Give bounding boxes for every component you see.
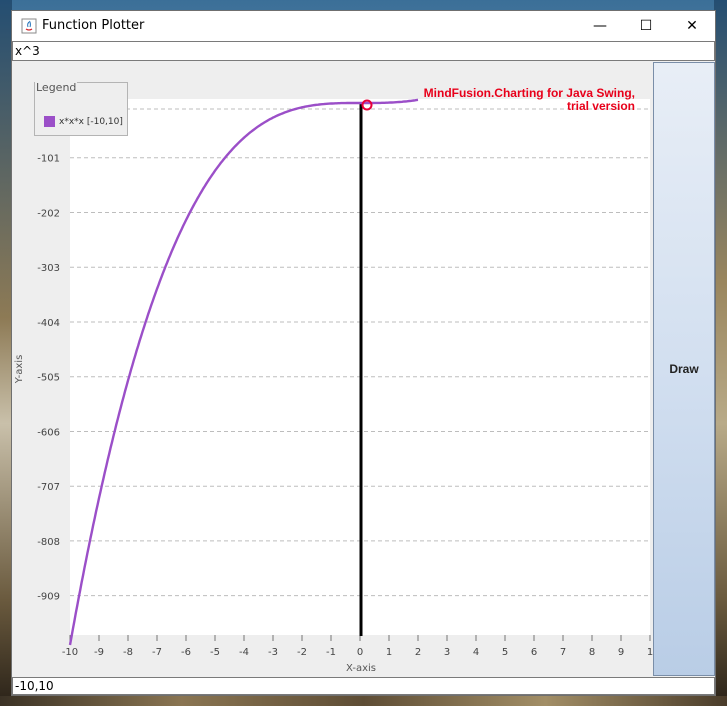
x-tick-label: 8 bbox=[589, 647, 595, 658]
x-tick-label: 1 bbox=[386, 647, 392, 658]
y-tick-label: -303 bbox=[37, 263, 60, 274]
x-tick-label: -7 bbox=[152, 647, 162, 658]
x-tick-label: -8 bbox=[123, 647, 133, 658]
x-tick-label: -1 bbox=[326, 647, 336, 658]
trial-watermark-line1: MindFusion.Charting for Java Swing, bbox=[423, 86, 635, 100]
x-tick-label: 4 bbox=[473, 647, 479, 658]
x-tick-label: 0 bbox=[357, 647, 363, 658]
trial-watermark: MindFusion.Charting for Java Swing, tria… bbox=[335, 87, 635, 113]
x-tick-label: -2 bbox=[297, 647, 307, 658]
x-tick-label: 1 bbox=[647, 647, 653, 658]
function-chart: -101-202-303-404-505-606-707-808-909 -10… bbox=[14, 98, 653, 674]
x-tick-label: -4 bbox=[239, 647, 249, 658]
x-tick-label: 6 bbox=[531, 647, 537, 658]
maximize-button[interactable]: ☐ bbox=[639, 18, 653, 34]
x-tick-label: -10 bbox=[62, 647, 78, 658]
y-tick-label: -505 bbox=[37, 373, 60, 384]
y-tick-label: -101 bbox=[37, 154, 60, 165]
chart-area: -101 -202 -303 -404 -505 -606 -707 -808 -909 -10… bbox=[12, 61, 653, 677]
trial-watermark-line2: trial version bbox=[566, 99, 635, 113]
legend: Legend x*x*x [-10,10] bbox=[34, 81, 128, 136]
x-tick-label: 5 bbox=[502, 647, 508, 658]
legend-swatch bbox=[44, 116, 55, 127]
x-tick-label: -9 bbox=[94, 647, 104, 658]
draw-button[interactable]: Draw bbox=[653, 62, 715, 676]
desktop-background-right bbox=[714, 0, 727, 706]
java-app-icon bbox=[21, 18, 37, 34]
y-tick-label: -202 bbox=[37, 208, 60, 219]
x-tick-label: -5 bbox=[210, 647, 220, 658]
window-title: Function Plotter bbox=[42, 18, 145, 33]
function-plotter-window: Function Plotter — ☐ ✕ -101-202-303-404-… bbox=[11, 10, 716, 696]
legend-entry-label: x*x*x [-10,10] bbox=[59, 117, 123, 127]
desktop-background-left bbox=[0, 0, 12, 706]
x-axis-label: X-axis bbox=[346, 663, 376, 674]
desktop-background-bottom bbox=[0, 696, 727, 706]
x-tick-label: -3 bbox=[268, 647, 278, 658]
y-axis-ticks: -101 -202 -303 -404 -505 -606 -707 -808 -909 bbox=[37, 154, 60, 603]
y-tick-label: -606 bbox=[37, 427, 60, 438]
x-tick-label: 9 bbox=[618, 647, 624, 658]
y-tick-label: -909 bbox=[37, 592, 60, 603]
x-tick-label: -6 bbox=[181, 647, 191, 658]
range-input[interactable] bbox=[12, 677, 715, 695]
legend-title: Legend bbox=[35, 81, 78, 94]
close-button[interactable]: ✕ bbox=[686, 18, 698, 34]
x-tick-label: 2 bbox=[415, 647, 421, 658]
series-line bbox=[68, 98, 419, 646]
y-tick-label: -707 bbox=[37, 482, 60, 493]
title-bar[interactable]: Function Plotter — ☐ ✕ bbox=[12, 11, 715, 41]
y-axis-label: Y-axis bbox=[14, 355, 25, 385]
y-tick-label: -404 bbox=[37, 318, 60, 329]
y-tick-label: -808 bbox=[37, 537, 60, 548]
minimize-button[interactable]: — bbox=[593, 18, 607, 34]
x-tick-label: 7 bbox=[560, 647, 566, 658]
function-input[interactable] bbox=[12, 41, 715, 61]
x-axis-ticks: -10 -9 -8 -7 -6 -5 -4 -3 -2 -1 0 1 2 3 4 5 6 7 8 9 1 bbox=[62, 635, 653, 658]
origin-marker bbox=[361, 99, 373, 111]
x-tick-label: 3 bbox=[444, 647, 450, 658]
